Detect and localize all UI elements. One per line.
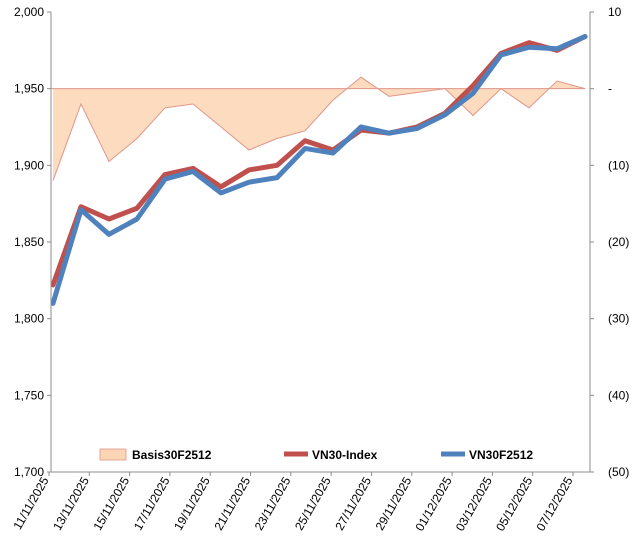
x-tick-label: 21/11/2025 xyxy=(211,474,253,533)
x-tick-label: 11/11/2025 xyxy=(10,474,51,532)
y-left-tick-label: 1,800 xyxy=(14,312,44,326)
vn30f2512-line xyxy=(50,34,588,306)
basis-outline xyxy=(52,76,586,181)
legend-label-vn30-index: VN30-Index xyxy=(312,448,378,462)
x-tick-label: 13/11/2025 xyxy=(50,474,92,533)
x-tick-label: 01/12/2025 xyxy=(413,474,455,533)
x-tick-label: 03/12/2025 xyxy=(453,474,495,533)
x-tick-label: 25/11/2025 xyxy=(292,474,334,533)
y-left-tick-label: 2,000 xyxy=(14,5,44,19)
legend-swatch-basis xyxy=(99,448,127,461)
y-left-tick-label: 1,950 xyxy=(14,82,44,96)
y-left-tick-label: 1,750 xyxy=(14,388,44,402)
y-right-tick-label: (20) xyxy=(608,235,629,249)
x-tick-label: 23/11/2025 xyxy=(252,474,294,533)
vn30-index-line xyxy=(50,34,588,288)
y-left-tick-label: 1,900 xyxy=(14,158,44,172)
y-right-tick-label: 10 xyxy=(608,5,622,19)
y-right-tick-label: (10) xyxy=(608,158,629,172)
legend-label-basis: Basis30F2512 xyxy=(132,448,212,462)
x-tick-label: 19/11/2025 xyxy=(171,474,213,533)
y-left-tick-label: 1,850 xyxy=(14,235,44,249)
x-tick-label: 15/11/2025 xyxy=(91,474,133,533)
basis-area xyxy=(53,77,585,181)
x-tick-label: 29/11/2025 xyxy=(373,474,415,533)
y-right-tick-label: (40) xyxy=(608,388,629,402)
legend: Basis30F2512 VN30-Index VN30F2512 xyxy=(99,448,533,462)
y-right-tick-label: (30) xyxy=(608,312,629,326)
legend-label-vn30f2512: VN30F2512 xyxy=(469,448,533,462)
y-right-tick-label: (50) xyxy=(608,465,629,479)
y-left-tick-label: 1,700 xyxy=(14,465,44,479)
y-right-tick-label: - xyxy=(608,82,612,96)
x-tick-label: 05/12/2025 xyxy=(493,474,535,533)
x-tick-label: 27/11/2025 xyxy=(332,474,374,533)
x-tick-label: 17/11/2025 xyxy=(131,474,173,533)
x-tick-label: 07/12/2025 xyxy=(533,474,575,533)
